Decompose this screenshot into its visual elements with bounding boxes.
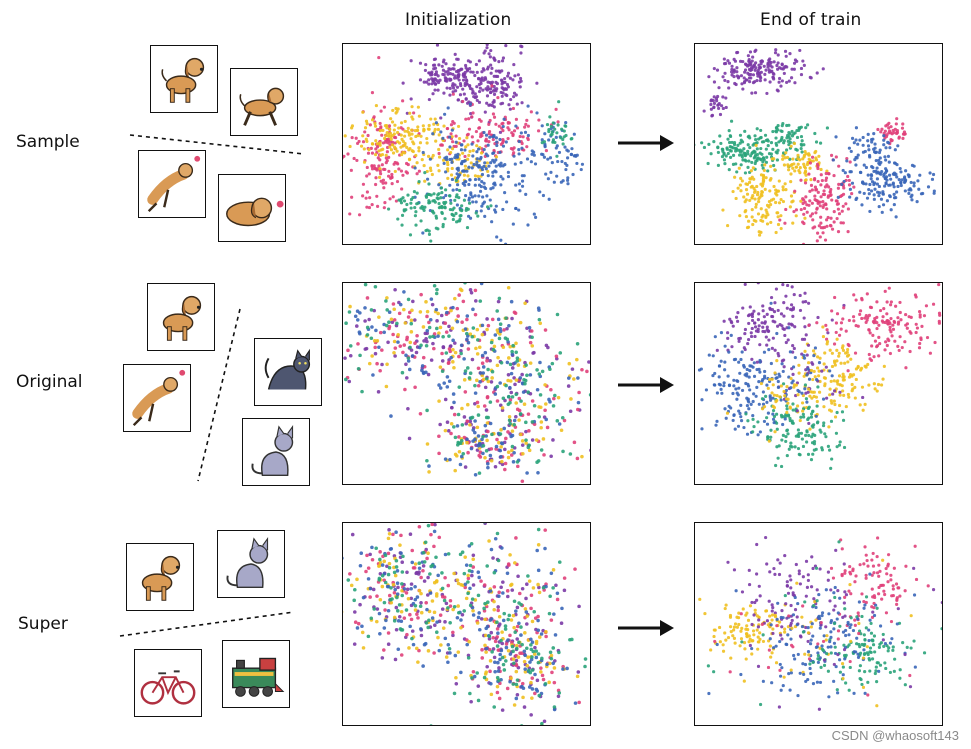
card-cat-sitting-2 <box>217 530 285 598</box>
card-dog-standing <box>150 45 218 113</box>
card-cat-arched <box>254 338 322 406</box>
column-title-end-of-train: End of train <box>760 10 862 30</box>
arrow-right-icon <box>618 135 674 151</box>
dog-standing-icon <box>162 295 202 341</box>
card-dog-jumping-ball-2 <box>123 364 191 432</box>
card-train <box>222 640 290 708</box>
scatter-original-init <box>343 283 590 484</box>
arrow-right-icon <box>618 377 674 393</box>
arrow-sample <box>618 133 676 153</box>
row-label-original: Original <box>16 372 83 392</box>
arrow-original <box>618 375 676 395</box>
scatter-original-end <box>697 283 942 470</box>
cat-arched-icon <box>264 348 311 390</box>
scatter-super-init <box>343 523 588 725</box>
scatter-sample-init <box>343 44 585 244</box>
bicycle-icon <box>140 670 196 705</box>
watermark: CSDN @whaosoft143 <box>831 728 959 743</box>
dog-standing-icon <box>141 555 181 601</box>
column-title-initialization: Initialization <box>405 10 512 30</box>
cat-sitting-icon <box>251 424 294 477</box>
scatter-super-end <box>698 535 942 711</box>
panel-sample-init <box>342 43 591 245</box>
row-label-sample: Sample <box>16 132 80 152</box>
dog-walking-icon <box>239 87 285 126</box>
divider-super <box>119 611 295 637</box>
dog-chasing-ball-icon <box>226 197 284 227</box>
card-dog-jumping-ball <box>138 150 206 218</box>
card-dog-standing-3 <box>126 543 194 611</box>
panel-sample-end <box>694 43 943 245</box>
dog-jumping-ball-icon <box>147 155 201 213</box>
card-dog-standing-2 <box>147 283 215 351</box>
train-icon <box>232 657 285 697</box>
divider-sample <box>129 134 305 155</box>
dog-jumping-ball-icon <box>132 369 186 427</box>
panel-super-init <box>342 522 591 726</box>
row-label-super: Super <box>18 614 68 634</box>
scatter-sample-end <box>695 48 936 244</box>
card-dog-walking <box>230 68 298 136</box>
panel-original-init <box>342 282 591 485</box>
divider-original <box>197 308 241 482</box>
card-cat-sitting <box>242 418 310 486</box>
arrow-right-icon <box>618 620 674 636</box>
panel-super-end <box>694 522 943 726</box>
dog-standing-icon <box>161 57 205 103</box>
card-bicycle <box>134 649 202 717</box>
arrow-super <box>618 618 676 638</box>
card-dog-chasing-ball <box>218 174 286 242</box>
panel-original-end <box>694 282 943 485</box>
cat-sitting-icon <box>226 536 269 589</box>
